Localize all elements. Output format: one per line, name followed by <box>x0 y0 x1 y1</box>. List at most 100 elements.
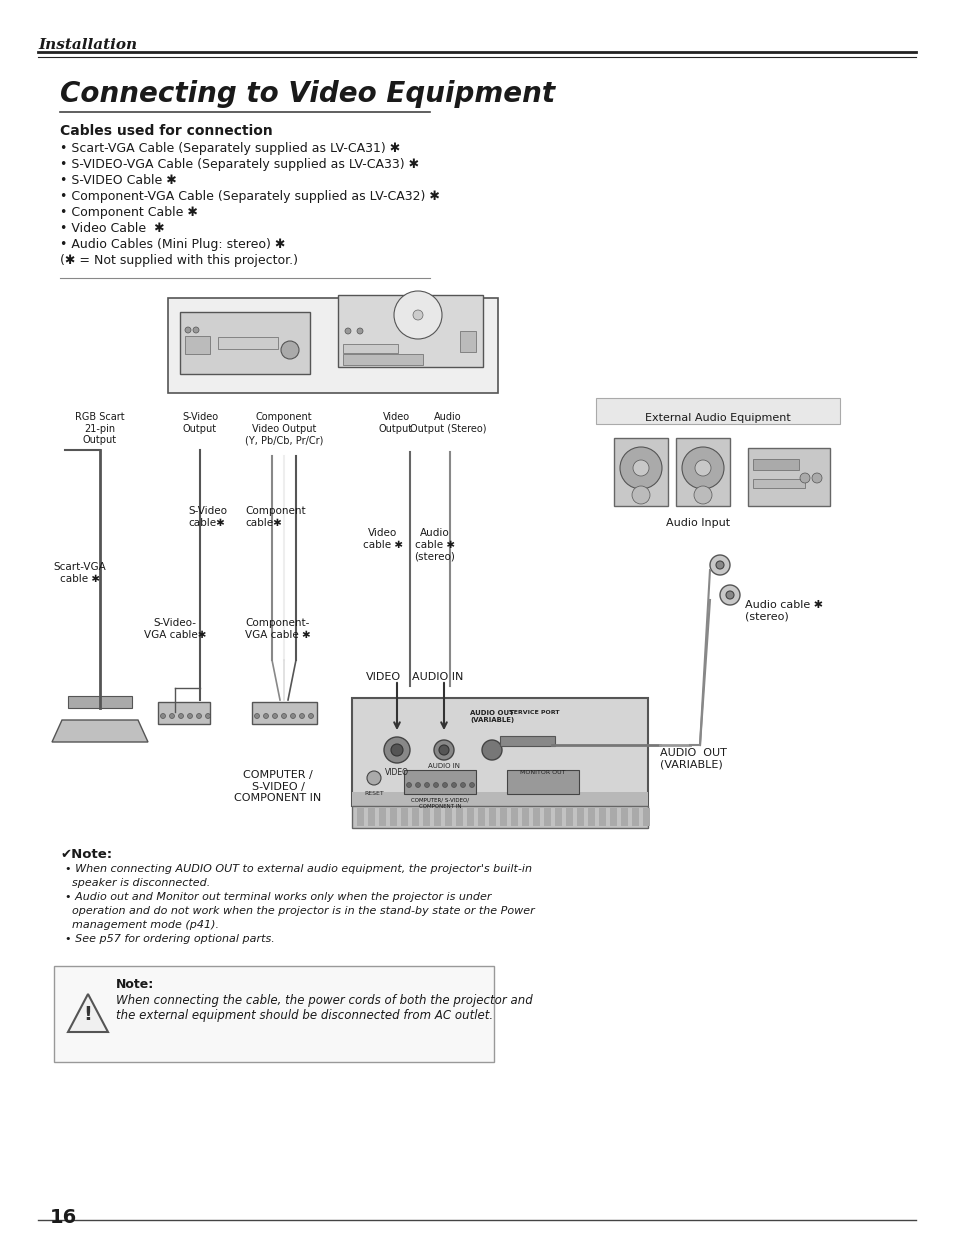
Text: S-Video
cable✱: S-Video cable✱ <box>188 506 227 527</box>
Circle shape <box>178 714 183 719</box>
Text: COMPUTER/ S-VIDEO/
COMPONENT IN: COMPUTER/ S-VIDEO/ COMPONENT IN <box>411 798 469 809</box>
Bar <box>499 808 506 826</box>
Circle shape <box>460 783 465 788</box>
FancyBboxPatch shape <box>747 448 829 506</box>
Circle shape <box>391 743 402 756</box>
Polygon shape <box>52 720 148 742</box>
Text: • See p57 for ordering optional parts.: • See p57 for ordering optional parts. <box>65 934 274 944</box>
Circle shape <box>693 487 711 504</box>
Circle shape <box>394 291 441 338</box>
Circle shape <box>433 783 438 788</box>
Text: • S-VIDEO Cable ✱: • S-VIDEO Cable ✱ <box>60 174 176 186</box>
FancyBboxPatch shape <box>180 312 310 374</box>
FancyBboxPatch shape <box>54 966 494 1062</box>
Circle shape <box>695 459 710 475</box>
Text: Component-
VGA cable ✱: Component- VGA cable ✱ <box>245 618 311 640</box>
Circle shape <box>716 561 723 569</box>
Bar <box>412 808 418 826</box>
Text: AUDIO OUT
(VARIABLE): AUDIO OUT (VARIABLE) <box>470 710 514 722</box>
Text: 16: 16 <box>50 1208 77 1228</box>
Circle shape <box>619 447 661 489</box>
Bar <box>467 808 474 826</box>
Text: AUDIO IN: AUDIO IN <box>412 672 463 682</box>
Circle shape <box>633 459 648 475</box>
Circle shape <box>291 714 295 719</box>
Circle shape <box>424 783 429 788</box>
Bar <box>642 808 649 826</box>
Bar <box>521 808 529 826</box>
Circle shape <box>196 714 201 719</box>
Text: • S-VIDEO-VGA Cable (Separately supplied as LV-CA33) ✱: • S-VIDEO-VGA Cable (Separately supplied… <box>60 158 418 170</box>
Circle shape <box>811 473 821 483</box>
Bar <box>511 808 517 826</box>
Circle shape <box>800 473 809 483</box>
Text: • Component-VGA Cable (Separately supplied as LV-CA32) ✱: • Component-VGA Cable (Separately suppli… <box>60 190 439 203</box>
Text: • Component Cable ✱: • Component Cable ✱ <box>60 206 197 219</box>
Bar <box>499 736 555 746</box>
Bar <box>218 337 277 350</box>
Circle shape <box>469 783 474 788</box>
Text: Note:: Note: <box>116 978 154 990</box>
Bar <box>343 354 422 366</box>
Text: Installation: Installation <box>38 38 137 52</box>
Text: Audio Input: Audio Input <box>665 517 729 529</box>
Text: management mode (p41).: management mode (p41). <box>65 920 219 930</box>
Circle shape <box>451 783 456 788</box>
Bar <box>459 331 476 352</box>
Bar <box>352 792 647 806</box>
FancyBboxPatch shape <box>596 398 840 424</box>
Bar <box>434 808 440 826</box>
Text: COMPUTER /
S-VIDEO /
COMPONENT IN: COMPUTER / S-VIDEO / COMPONENT IN <box>234 769 321 803</box>
FancyBboxPatch shape <box>676 438 729 506</box>
Bar <box>378 808 386 826</box>
Circle shape <box>160 714 165 719</box>
Circle shape <box>188 714 193 719</box>
Bar <box>444 808 452 826</box>
Bar <box>620 808 627 826</box>
Text: (✱ = Not supplied with this projector.): (✱ = Not supplied with this projector.) <box>60 254 297 267</box>
FancyBboxPatch shape <box>352 698 647 806</box>
Circle shape <box>193 327 199 333</box>
Text: SERVICE PORT: SERVICE PORT <box>508 710 558 715</box>
Bar <box>555 808 561 826</box>
FancyBboxPatch shape <box>168 298 497 393</box>
Text: AUDIO IN: AUDIO IN <box>428 763 459 769</box>
Text: speaker is disconnected.: speaker is disconnected. <box>65 878 210 888</box>
Text: VIDEO: VIDEO <box>385 768 409 777</box>
Circle shape <box>416 783 420 788</box>
Text: When connecting the cable, the power cords of both the projector and
the externa: When connecting the cable, the power cor… <box>116 994 532 1023</box>
Text: VIDEO: VIDEO <box>365 672 400 682</box>
Text: Audio
Output (Stereo): Audio Output (Stereo) <box>410 412 486 433</box>
Circle shape <box>367 771 380 785</box>
Circle shape <box>720 585 740 605</box>
Circle shape <box>170 714 174 719</box>
FancyBboxPatch shape <box>614 438 667 506</box>
Bar <box>533 808 539 826</box>
Text: Video
Output: Video Output <box>378 412 413 433</box>
Bar <box>368 808 375 826</box>
Circle shape <box>406 783 411 788</box>
Text: MONITOR OUT: MONITOR OUT <box>519 769 565 776</box>
Circle shape <box>308 714 314 719</box>
Bar <box>609 808 617 826</box>
Text: Video
cable ✱: Video cable ✱ <box>362 529 402 550</box>
Text: Connecting to Video Equipment: Connecting to Video Equipment <box>60 80 555 107</box>
Text: Component
Video Output
(Y, Pb/Cb, Pr/Cr): Component Video Output (Y, Pb/Cb, Pr/Cr) <box>245 412 323 445</box>
Circle shape <box>438 745 449 755</box>
Circle shape <box>442 783 447 788</box>
Text: operation and do not work when the projector is in the stand-by state or the Pow: operation and do not work when the proje… <box>65 906 535 916</box>
Bar <box>456 808 462 826</box>
Polygon shape <box>68 994 108 1032</box>
FancyBboxPatch shape <box>403 769 476 794</box>
Bar <box>185 336 210 354</box>
Text: • Audio Cables (Mini Plug: stereo) ✱: • Audio Cables (Mini Plug: stereo) ✱ <box>60 238 285 251</box>
Text: • Audio out and Monitor out terminal works only when the projector is under: • Audio out and Monitor out terminal wor… <box>65 892 491 902</box>
Bar <box>587 808 595 826</box>
Circle shape <box>384 737 410 763</box>
Text: • Scart-VGA Cable (Separately supplied as LV-CA31) ✱: • Scart-VGA Cable (Separately supplied a… <box>60 142 400 156</box>
Text: Audio
cable ✱
(stereo): Audio cable ✱ (stereo) <box>415 529 455 561</box>
Circle shape <box>281 714 286 719</box>
Text: Audio cable ✱
(stereo): Audio cable ✱ (stereo) <box>744 600 822 621</box>
Circle shape <box>631 487 649 504</box>
Circle shape <box>345 329 351 333</box>
